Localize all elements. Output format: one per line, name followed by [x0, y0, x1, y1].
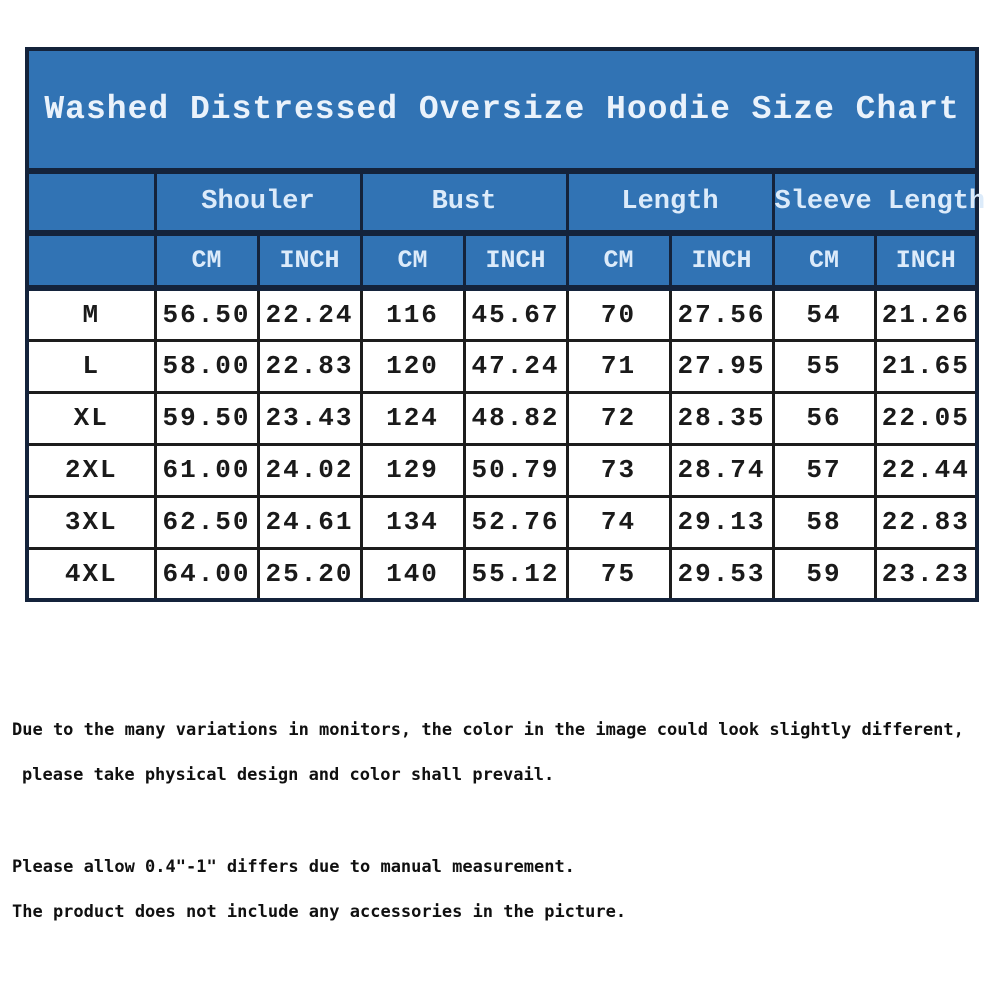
value-cell: 29.53	[668, 546, 775, 602]
value-cell: 23.23	[873, 546, 979, 602]
note-no-accessories: The product does not include any accesso…	[12, 902, 627, 922]
value-cell: 56	[771, 390, 877, 446]
size-label: L	[25, 338, 157, 394]
value-cell: 23.43	[256, 390, 363, 446]
value-cell: 73	[565, 442, 672, 498]
value-cell: 28.74	[668, 442, 775, 498]
value-cell: 57	[771, 442, 877, 498]
value-cell: 47.24	[462, 338, 569, 394]
unit-header-inch: INCH	[668, 231, 775, 291]
value-cell: 52.76	[462, 494, 569, 550]
value-cell: 129	[359, 442, 466, 498]
column-group-shoulder: Shouler	[153, 169, 363, 236]
value-cell: 75	[565, 546, 672, 602]
value-cell: 71	[565, 338, 672, 394]
unit-header-cm: CM	[359, 231, 466, 291]
value-cell: 54	[771, 286, 877, 342]
column-group-sleeve-length: Sleeve Length	[771, 169, 985, 236]
note-monitor-variation-line2: please take physical design and color sh…	[22, 765, 555, 785]
value-cell: 22.83	[873, 494, 979, 550]
note-monitor-variation-line1: Due to the many variations in monitors, …	[12, 720, 964, 740]
unit-header-inch: INCH	[873, 231, 979, 291]
value-cell: 22.44	[873, 442, 979, 498]
unit-header-cm: CM	[565, 231, 672, 291]
table-row-4xl: 4XL 64.00 25.20 140 55.12 75 29.53 59 23…	[25, 546, 979, 602]
page-title: Washed Distressed Oversize Hoodie Size C…	[27, 49, 978, 174]
size-label: 2XL	[25, 442, 157, 498]
table-row-3xl: 3XL 62.50 24.61 134 52.76 74 29.13 58 22…	[25, 494, 979, 550]
value-cell: 140	[359, 546, 466, 602]
value-cell: 72	[565, 390, 672, 446]
unit-header-row: CM INCH CM INCH CM INCH CM INCH	[25, 231, 979, 291]
size-label: 4XL	[25, 546, 157, 602]
value-cell: 58	[771, 494, 877, 550]
table-row-2xl: 2XL 61.00 24.02 129 50.79 73 28.74 57 22…	[25, 442, 979, 498]
group-header-row: Shouler Bust Length Sleeve Length	[25, 169, 985, 236]
value-cell: 22.05	[873, 390, 979, 446]
size-label: XL	[25, 390, 157, 446]
table-row-xl: XL 59.50 23.43 124 48.82 72 28.35 56 22.…	[25, 390, 979, 446]
value-cell: 45.67	[462, 286, 569, 342]
corner-cell	[25, 169, 157, 236]
value-cell: 21.65	[873, 338, 979, 394]
value-cell: 62.50	[153, 494, 260, 550]
value-cell: 59.50	[153, 390, 260, 446]
value-cell: 124	[359, 390, 466, 446]
size-label: M	[25, 286, 157, 342]
unit-header-cm: CM	[771, 231, 877, 291]
value-cell: 74	[565, 494, 672, 550]
value-cell: 64.00	[153, 546, 260, 602]
value-cell: 134	[359, 494, 466, 550]
value-cell: 70	[565, 286, 672, 342]
value-cell: 24.02	[256, 442, 363, 498]
value-cell: 22.24	[256, 286, 363, 342]
value-cell: 24.61	[256, 494, 363, 550]
value-cell: 27.56	[668, 286, 775, 342]
value-cell: 58.00	[153, 338, 260, 394]
value-cell: 61.00	[153, 442, 260, 498]
size-table: Washed Distressed Oversize Hoodie Size C…	[25, 47, 985, 602]
value-cell: 120	[359, 338, 466, 394]
column-group-bust: Bust	[359, 169, 569, 236]
value-cell: 50.79	[462, 442, 569, 498]
value-cell: 25.20	[256, 546, 363, 602]
column-group-length: Length	[565, 169, 775, 236]
value-cell: 116	[359, 286, 466, 342]
value-cell: 21.26	[873, 286, 979, 342]
table-row-l: L 58.00 22.83 120 47.24 71 27.95 55 21.6…	[25, 338, 979, 394]
value-cell: 55.12	[462, 546, 569, 602]
corner-cell	[25, 231, 157, 291]
value-cell: 59	[771, 546, 877, 602]
size-chart: Washed Distressed Oversize Hoodie Size C…	[25, 47, 985, 602]
value-cell: 22.83	[256, 338, 363, 394]
value-cell: 29.13	[668, 494, 775, 550]
value-cell: 27.95	[668, 338, 775, 394]
unit-header-inch: INCH	[462, 231, 569, 291]
note-manual-measurement: Please allow 0.4"-1" differs due to manu…	[12, 857, 575, 877]
size-label: 3XL	[25, 494, 157, 550]
unit-header-inch: INCH	[256, 231, 363, 291]
unit-header-cm: CM	[153, 231, 260, 291]
value-cell: 56.50	[153, 286, 260, 342]
value-cell: 28.35	[668, 390, 775, 446]
table-row-m: M 56.50 22.24 116 45.67 70 27.56 54 21.2…	[25, 286, 979, 342]
title-row: Washed Distressed Oversize Hoodie Size C…	[27, 49, 978, 174]
value-cell: 55	[771, 338, 877, 394]
value-cell: 48.82	[462, 390, 569, 446]
